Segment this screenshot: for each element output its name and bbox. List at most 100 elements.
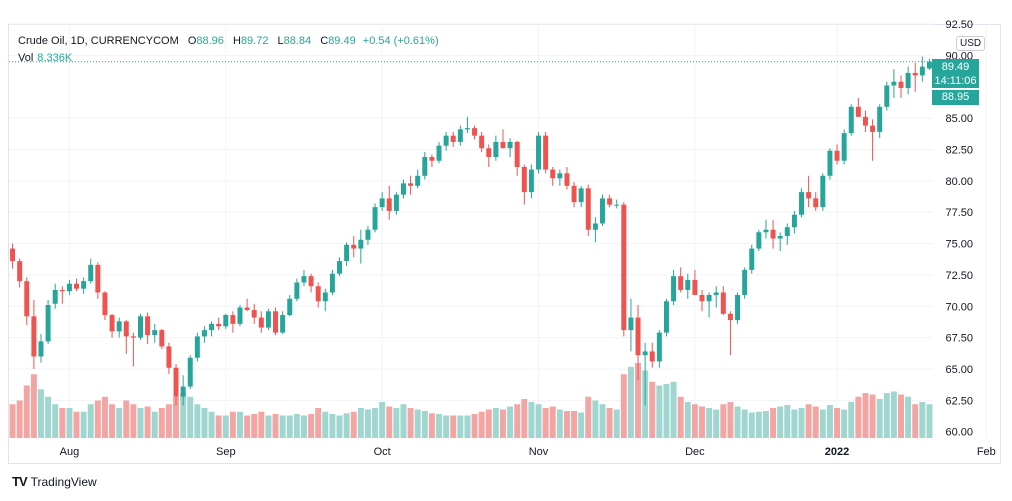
candle-body (88, 264, 94, 282)
candle-body (592, 223, 598, 230)
candle-body (10, 248, 16, 262)
candle-body (671, 276, 677, 302)
candle-body (536, 135, 542, 170)
volume-bar (300, 415, 307, 438)
volume-bar (855, 396, 862, 438)
candle-body (95, 264, 101, 293)
volume-bar (450, 415, 457, 438)
candle-body (287, 298, 293, 316)
volume-bar (599, 404, 606, 438)
volume-bar (514, 404, 521, 438)
candle-body (351, 244, 357, 249)
volume-bar (727, 402, 734, 438)
volume-bar (201, 408, 208, 438)
volume-bar (606, 408, 613, 438)
volume-bar (379, 402, 386, 438)
candle-body (66, 283, 72, 292)
low-label: L (277, 35, 284, 47)
volume-bar (222, 415, 229, 438)
volume-bar (45, 396, 52, 438)
candle-body (848, 106, 854, 134)
candle-body (123, 321, 129, 337)
prev-close-tag: 88.95 (932, 90, 979, 105)
volume-bar (585, 396, 592, 438)
volume-bar (322, 411, 329, 438)
candle-body (585, 188, 591, 230)
volume-bar (798, 408, 805, 438)
candle-body (521, 167, 527, 193)
footer-brand[interactable]: TV TradingView (12, 474, 97, 489)
volume-bar (308, 414, 315, 438)
candle-body (528, 169, 534, 193)
chart-legend: Crude Oil, 1D, CURRENCYCOM O88.96 H89.72… (18, 35, 439, 47)
volume-bar (898, 394, 905, 438)
candle-body (422, 156, 428, 176)
symbol-title[interactable]: Crude Oil, 1D, CURRENCYCOM (18, 35, 179, 47)
candle-body (379, 198, 385, 208)
volume-bar (407, 408, 414, 438)
candle-body (223, 315, 229, 327)
volume-bar (578, 412, 585, 438)
volume-bar (180, 393, 187, 438)
candle-body (251, 310, 257, 318)
volume-bar (521, 399, 528, 438)
volume-bar (656, 385, 663, 438)
candle-body (450, 135, 456, 142)
candle-body (777, 236, 783, 239)
candle-body (614, 204, 620, 206)
volume-bar (592, 400, 599, 438)
tradingview-logo-icon: TV (12, 474, 28, 489)
candle-body (244, 307, 250, 311)
candle-body (600, 198, 605, 224)
y-tick-label: 75.00 (945, 239, 973, 251)
candle-body (337, 261, 342, 274)
candle-body (749, 248, 755, 270)
candle-body (500, 141, 506, 149)
volume-bar (649, 381, 656, 438)
volume-bar (890, 391, 897, 438)
candle-body (735, 294, 741, 321)
candle-body (457, 129, 463, 142)
volume-bar (457, 415, 464, 438)
candle-body (884, 85, 890, 107)
candle-body (315, 286, 321, 302)
close-value: 89.49 (328, 35, 356, 47)
candle-body (386, 198, 392, 211)
x-tick-label: 2022 (825, 446, 849, 458)
x-tick-label: Aug (60, 446, 80, 458)
candle-body (145, 316, 151, 336)
volume-bar (73, 411, 80, 438)
volume-bar (919, 402, 926, 438)
volume-bar (499, 409, 506, 438)
volume-bar (443, 415, 450, 438)
candle-body (31, 316, 37, 357)
volume-bar (357, 408, 364, 438)
y-tick-label: 65.00 (945, 364, 973, 376)
volume-label: Vol (18, 52, 34, 64)
candle-body (180, 386, 186, 397)
volume-bar (393, 408, 400, 438)
candle-body (294, 282, 300, 299)
candle-body (415, 175, 421, 186)
candle-body (543, 135, 549, 170)
candle-body (81, 281, 87, 289)
y-tick-label: 60.00 (945, 427, 973, 439)
candle-body (159, 330, 165, 347)
candle-body (578, 188, 584, 203)
currency-badge[interactable]: USD (956, 36, 986, 51)
volume-bar (478, 411, 485, 438)
volume-bar (684, 402, 691, 438)
volume-bar (336, 415, 343, 438)
candle-body (52, 289, 58, 304)
volume-bar (116, 408, 123, 438)
y-tick-label: 70.00 (945, 301, 973, 313)
volume-bar (748, 412, 755, 438)
volume-bar (713, 409, 720, 438)
low-value: 88.84 (283, 35, 312, 47)
volume-bar (215, 415, 222, 438)
volume-bar (265, 415, 272, 438)
volume-legend: Vol 8.336K (18, 52, 72, 64)
volume-bar (535, 404, 542, 438)
volume-bar (819, 409, 826, 438)
